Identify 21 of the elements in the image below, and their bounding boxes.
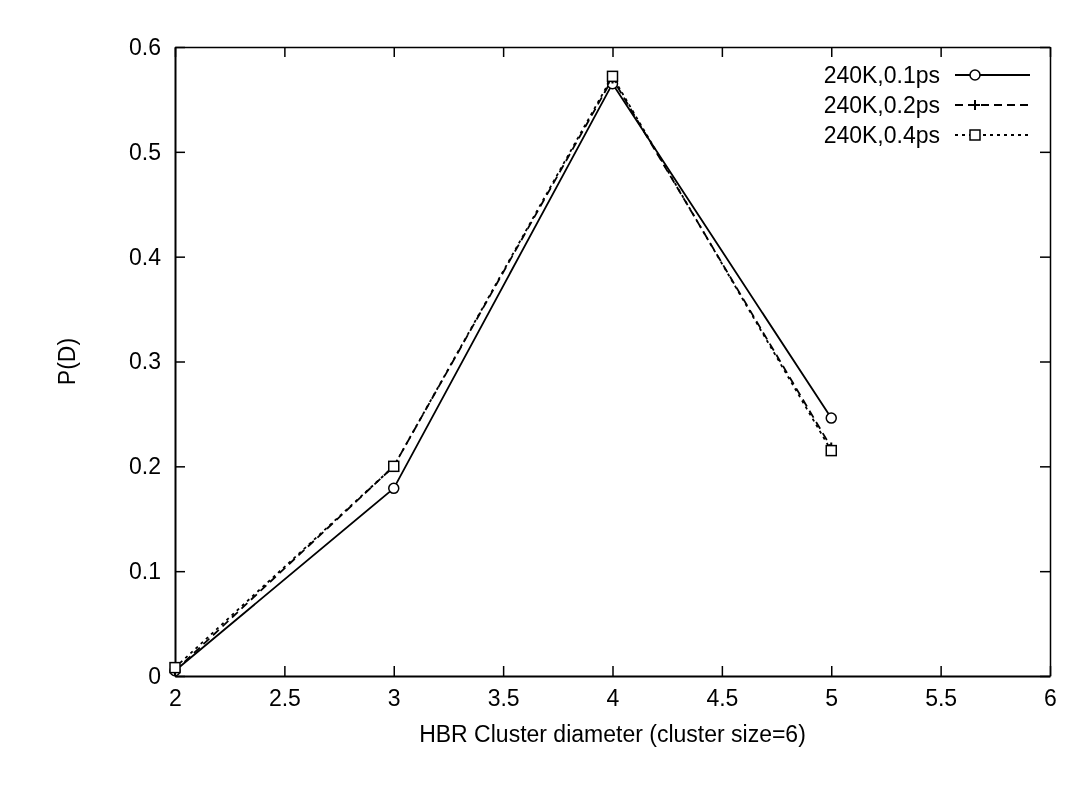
x-tick-label: 2 xyxy=(169,685,182,712)
y-tick-label: 0.2 xyxy=(129,453,161,480)
x-tick-label: 6 xyxy=(1044,685,1057,712)
y-tick-label: 0.1 xyxy=(129,558,161,585)
y-tick-label: 0 xyxy=(148,662,161,689)
legend-label: 240K,0.4ps xyxy=(823,122,940,148)
x-tick-label: 5.5 xyxy=(925,685,958,712)
y-tick-label: 0.4 xyxy=(129,243,162,270)
y-axis-title: P(D) xyxy=(54,337,80,386)
y-tick-label: 0.3 xyxy=(129,348,161,375)
x-tick-label: 5 xyxy=(825,685,839,712)
legend-label: 240K,0.1ps xyxy=(823,62,940,88)
y-tick-label: 0.6 xyxy=(129,33,161,60)
x-tick-label: 4.5 xyxy=(706,685,739,712)
legend-label: 240K,0.2ps xyxy=(823,92,940,118)
x-tick-label: 4 xyxy=(606,685,620,712)
x-tick-label: 3 xyxy=(387,685,401,712)
y-tick-label: 0.5 xyxy=(129,138,161,165)
x-tick-label: 3.5 xyxy=(487,685,520,712)
x-axis-title: HBR Cluster diameter (cluster size=6) xyxy=(419,721,806,747)
x-tick-label: 2.5 xyxy=(268,685,301,712)
